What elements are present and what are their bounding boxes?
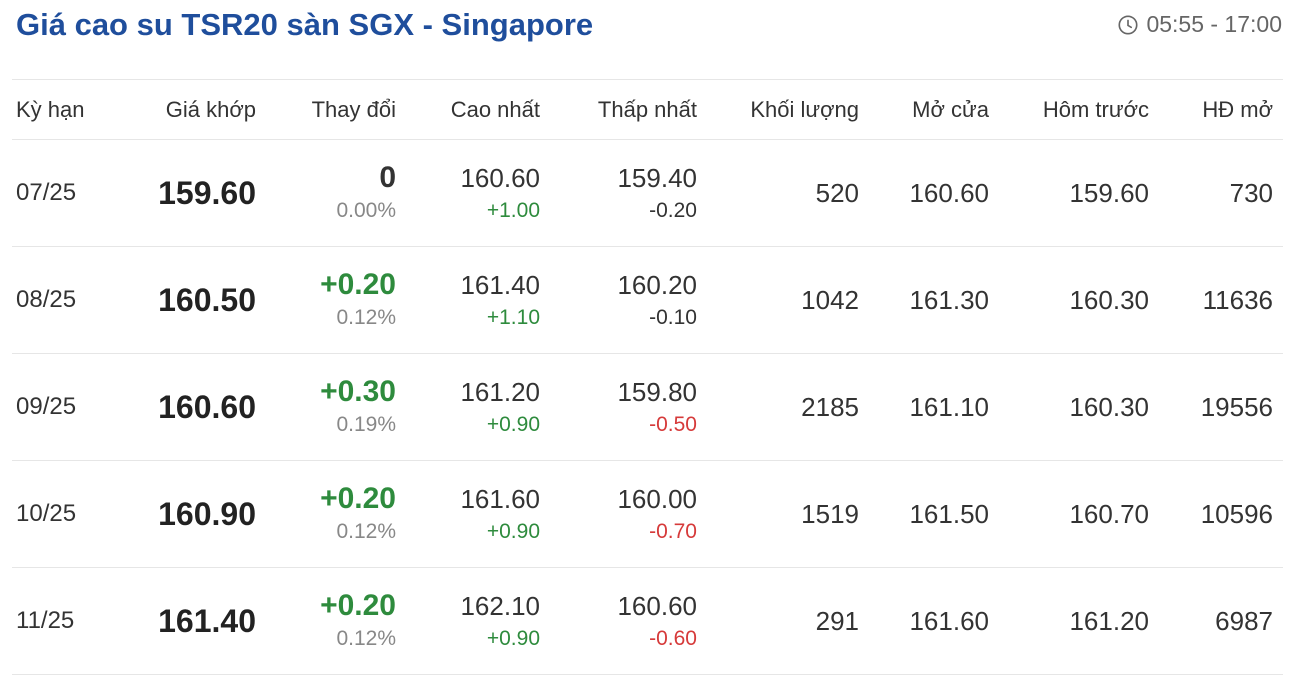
low-diff: -0.70: [649, 520, 697, 543]
high-diff: +1.10: [486, 306, 540, 329]
open-value: 160.60: [909, 177, 989, 208]
volume-value: 2185: [801, 391, 859, 422]
change-value: +0.20: [320, 482, 396, 515]
table-row[interactable]: 07/25 159.60 0 0.00% 160.60 +1.00 159.40…: [12, 140, 1283, 247]
high-diff: +1.00: [486, 199, 540, 222]
trading-hours: 05:55 - 17:00: [1117, 10, 1282, 38]
low-diff: -0.50: [649, 413, 697, 436]
change-value: 0: [379, 161, 396, 194]
price-value: 159.60: [158, 174, 256, 211]
price-value: 160.90: [158, 495, 256, 532]
table-row[interactable]: 10/25 160.90 +0.20 0.12% 161.60 +0.90 16…: [12, 461, 1283, 568]
volume-value: 291: [815, 605, 859, 636]
change-percent: 0.00%: [336, 199, 396, 222]
change-value: +0.20: [320, 268, 396, 301]
table-row[interactable]: 11/25 161.40 +0.20 0.12% 162.10 +0.90 16…: [12, 568, 1283, 675]
open-value: 161.30: [909, 284, 989, 315]
low-value: 160.60: [617, 591, 697, 621]
clock-icon: [1118, 15, 1138, 35]
volume-value: 1519: [801, 498, 859, 529]
high-value: 161.40: [460, 270, 540, 300]
column-header-volume: Khối lượng: [750, 96, 859, 122]
term-cell: 07/25: [16, 179, 77, 206]
term-cell: 11/25: [16, 607, 75, 634]
term-cell: 09/25: [16, 393, 77, 420]
column-header-price: Giá khớp: [165, 96, 256, 122]
price-table: Kỳ hạn Giá khớp Thay đổi Cao nhất Thấp n…: [12, 79, 1283, 675]
term-cell: 08/25: [16, 286, 77, 313]
price-value: 161.40: [158, 602, 256, 639]
change-value: +0.30: [320, 375, 396, 408]
low-value: 160.20: [617, 270, 697, 300]
trading-hours-text: 05:55 - 17:00: [1146, 11, 1282, 37]
open-interest-value: 11636: [1202, 284, 1273, 315]
change-percent: 0.12%: [336, 306, 396, 329]
price-value: 160.50: [158, 281, 256, 318]
previous-value: 160.30: [1069, 391, 1149, 422]
high-value: 162.10: [460, 591, 540, 621]
open-value: 161.50: [909, 498, 989, 529]
open-interest-value: 10596: [1200, 498, 1273, 529]
open-value: 161.10: [909, 391, 989, 422]
low-value: 160.00: [617, 484, 697, 514]
previous-value: 159.60: [1069, 177, 1149, 208]
low-value: 159.40: [617, 163, 697, 193]
low-value: 159.80: [617, 377, 697, 407]
open-value: 161.60: [909, 605, 989, 636]
column-header-previous: Hôm trước: [1042, 96, 1149, 122]
column-header-high: Cao nhất: [450, 96, 540, 122]
volume-value: 1042: [801, 284, 859, 315]
previous-value: 160.70: [1069, 498, 1149, 529]
change-percent: 0.12%: [336, 627, 396, 650]
high-diff: +0.90: [486, 413, 540, 436]
previous-value: 161.20: [1069, 605, 1149, 636]
column-header-open: Mở cửa: [912, 96, 989, 122]
low-diff: -0.20: [649, 199, 697, 222]
low-diff: -0.10: [649, 306, 697, 329]
previous-value: 160.30: [1069, 284, 1149, 315]
high-diff: +0.90: [486, 520, 540, 543]
column-header-low: Thấp nhất: [597, 96, 697, 122]
high-diff: +0.90: [486, 627, 540, 650]
open-interest-value: 730: [1229, 177, 1273, 208]
volume-value: 520: [815, 177, 859, 208]
table-row[interactable]: 08/25 160.50 +0.20 0.12% 161.40 +1.10 16…: [12, 247, 1283, 354]
column-header-term: Kỳ hạn: [16, 96, 85, 122]
open-interest-value: 6987: [1215, 605, 1273, 636]
low-diff: -0.60: [649, 627, 697, 650]
high-value: 161.20: [460, 377, 540, 407]
change-percent: 0.12%: [336, 520, 396, 543]
change-value: +0.20: [320, 589, 396, 622]
column-header-open-interest: HĐ mở: [1202, 96, 1273, 122]
term-cell: 10/25: [16, 500, 77, 527]
price-value: 160.60: [158, 388, 256, 425]
table-header: Kỳ hạn Giá khớp Thay đổi Cao nhất Thấp n…: [12, 79, 1283, 140]
change-percent: 0.19%: [336, 413, 396, 436]
open-interest-value: 19556: [1200, 391, 1273, 422]
table-row[interactable]: 09/25 160.60 +0.30 0.19% 161.20 +0.90 15…: [12, 354, 1283, 461]
column-header-change: Thay đổi: [311, 96, 396, 122]
high-value: 161.60: [460, 484, 540, 514]
page-title: Giá cao su TSR20 sàn SGX - Singapore: [16, 7, 594, 42]
high-value: 160.60: [460, 163, 540, 193]
